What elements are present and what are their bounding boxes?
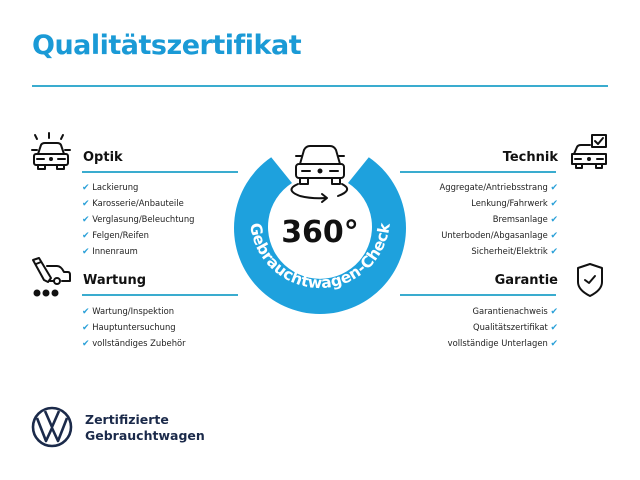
list-item: ✔ Wartung/Inspektion xyxy=(82,306,175,317)
wartung-list: ✔ Wartung/Inspektion ✔ Hauptuntersuchung… xyxy=(82,304,186,352)
list-item: ✔ Hauptuntersuchung xyxy=(82,322,176,333)
list-item: ✔ Innenraum xyxy=(82,246,138,257)
car-rotate-icon xyxy=(290,145,349,203)
title-divider xyxy=(32,85,608,87)
technik-list: Aggregate/Antriebsstrang ✔ Lenkung/Fahrw… xyxy=(440,180,558,260)
list-item: ✔ Felgen/Reifen xyxy=(82,230,149,241)
check-icon: ✔ xyxy=(550,183,558,193)
list-item: ✔ vollständiges Zubehör xyxy=(82,338,186,349)
optik-list: ✔ Lackierung ✔ Karosserie/Anbauteile ✔ V… xyxy=(82,180,194,260)
list-item: Unterboden/Abgasanlage ✔ xyxy=(441,230,558,241)
check-icon: ✔ xyxy=(82,183,90,193)
garantie-list: Garantienachweis ✔ Qualitätszertifikat ✔… xyxy=(448,304,558,352)
gebrauchtwagen-check-badge: Gebrauchtwagen-Check 360° xyxy=(234,145,406,315)
list-item: Qualitätszertifikat ✔ xyxy=(473,322,558,333)
check-icon: ✔ xyxy=(82,199,90,209)
check-icon: ✔ xyxy=(550,323,558,333)
check-icon: ✔ xyxy=(550,231,558,241)
check-icon: ✔ xyxy=(550,307,558,317)
check-icon: ✔ xyxy=(82,307,90,317)
check-icon: ✔ xyxy=(82,231,90,241)
check-icon: ✔ xyxy=(82,215,90,225)
brand-line-1: Zertifizierte xyxy=(85,412,169,427)
list-item: vollständige Unterlagen ✔ xyxy=(447,338,558,349)
check-icon: ✔ xyxy=(82,247,90,257)
check-icon: ✔ xyxy=(550,339,558,349)
brand-name: Zertifizierte Gebrauchtwagen xyxy=(85,412,205,444)
check-icon: ✔ xyxy=(82,323,90,333)
brand-line-2: Gebrauchtwagen xyxy=(85,428,205,443)
optik-divider xyxy=(82,171,238,173)
garantie-divider xyxy=(400,294,556,296)
list-item: Bremsanlage ✔ xyxy=(492,214,558,225)
list-item: ✔ Verglasung/Beleuchtung xyxy=(82,214,195,225)
list-item: Garantienachweis ✔ xyxy=(472,306,558,317)
list-item: ✔ Lackierung xyxy=(82,182,139,193)
center-number: 360° xyxy=(281,215,359,250)
section-title-wartung: Wartung xyxy=(83,273,147,288)
vw-logo xyxy=(31,406,73,448)
car-lights-icon xyxy=(31,132,71,170)
page-title: Qualitätszertifikat xyxy=(32,30,302,61)
section-title-technik: Technik xyxy=(502,150,558,165)
car-checkbox-icon xyxy=(571,134,607,169)
check-icon: ✔ xyxy=(550,215,558,225)
section-title-garantie: Garantie xyxy=(494,273,558,288)
list-item: Lenkung/Fahrwerk ✔ xyxy=(471,198,558,209)
list-item: Sicherheit/Elektrik ✔ xyxy=(471,246,558,257)
ring-arc xyxy=(234,157,406,315)
list-item: Aggregate/Antriebsstrang ✔ xyxy=(439,182,558,193)
technik-divider xyxy=(400,171,556,173)
wartung-divider xyxy=(82,294,238,296)
section-title-optik: Optik xyxy=(83,150,123,165)
check-icon: ✔ xyxy=(550,199,558,209)
list-item: ✔ Karosserie/Anbauteile xyxy=(82,198,184,209)
maintenance-tools-icon xyxy=(32,257,71,297)
shield-check-icon xyxy=(577,263,603,297)
check-icon: ✔ xyxy=(550,247,558,257)
check-icon: ✔ xyxy=(82,339,90,349)
